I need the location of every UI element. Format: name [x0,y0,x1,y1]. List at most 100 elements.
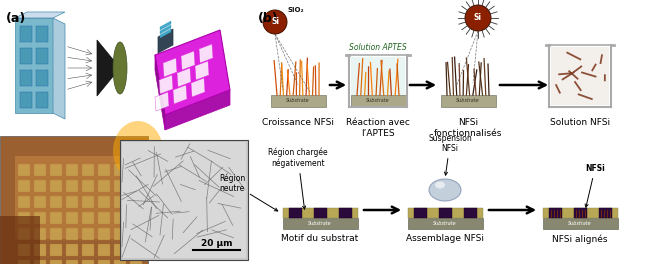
Polygon shape [165,90,230,130]
Bar [82,212,94,224]
Text: Solution NFSi: Solution NFSi [550,118,610,127]
Text: Si: Si [474,13,482,22]
Bar [408,218,483,229]
Bar [408,208,483,218]
Text: Croissance NFSi: Croissance NFSi [262,118,334,127]
Text: Réaction avec
l’APTES: Réaction avec l’APTES [346,118,410,138]
Bar [34,260,46,264]
Bar [551,47,609,105]
Bar [36,70,48,86]
Bar [0,216,40,264]
Polygon shape [160,21,171,30]
Bar [98,196,110,208]
Bar [82,260,94,264]
Bar [50,164,62,176]
Bar [464,208,477,218]
Circle shape [263,10,287,34]
Bar [18,260,30,264]
Polygon shape [159,75,173,94]
Bar [130,212,142,224]
Bar [0,136,148,264]
Text: NFSi: NFSi [585,164,605,207]
Circle shape [465,5,491,31]
Bar [34,164,46,176]
Bar [82,244,94,256]
Bar [66,212,78,224]
Bar [114,164,126,176]
Bar [130,244,142,256]
Bar [114,212,126,224]
Text: Suspension
NFSi: Suspension NFSi [428,134,472,175]
Bar [34,196,46,208]
Polygon shape [181,51,195,70]
Bar [289,208,302,218]
Bar [122,142,246,258]
Bar [98,244,110,256]
Bar [66,228,78,240]
Text: Assemblage NFSi: Assemblage NFSi [406,234,484,243]
Bar [441,95,496,107]
Bar [114,196,126,208]
Text: Substrate: Substrate [456,98,480,103]
Bar [34,180,46,192]
Bar [15,18,53,113]
Text: Région chargée
négativement: Région chargée négativement [268,148,328,209]
Bar [50,180,62,192]
Bar [18,180,30,192]
Bar [439,208,452,218]
Text: Substrate: Substrate [308,221,332,226]
Bar [549,208,562,218]
Bar [114,260,126,264]
Bar [20,48,32,64]
Polygon shape [160,29,171,38]
Bar [18,244,30,256]
Bar [574,208,587,218]
Bar [34,244,46,256]
Bar [120,140,248,260]
Bar [130,260,142,264]
Bar [15,156,128,239]
Text: Substrate: Substrate [568,221,592,226]
Polygon shape [97,40,120,96]
Text: SiO₂: SiO₂ [288,7,305,13]
Bar [66,164,78,176]
Text: (a): (a) [6,12,26,25]
Ellipse shape [113,42,127,94]
Bar [114,244,126,256]
Text: Solution APTES: Solution APTES [349,43,407,52]
Polygon shape [163,58,177,77]
Bar [66,196,78,208]
Bar [339,208,352,218]
Bar [50,196,62,208]
Bar [20,70,32,86]
Bar [98,212,110,224]
Bar [36,92,48,108]
Bar [50,228,62,240]
Bar [34,228,46,240]
Polygon shape [53,18,65,119]
Bar [20,26,32,42]
Polygon shape [15,12,65,18]
Bar [98,260,110,264]
Bar [34,212,46,224]
Text: Région
neutre: Région neutre [219,173,278,211]
Bar [66,260,78,264]
Bar [351,95,406,107]
Bar [66,180,78,192]
Bar [314,208,327,218]
Text: (b): (b) [258,12,278,25]
Ellipse shape [435,182,445,188]
Bar [50,244,62,256]
Bar [98,180,110,192]
Bar [114,180,126,192]
Bar [130,164,142,176]
Polygon shape [158,29,173,53]
Polygon shape [199,44,213,63]
Text: Motif du substrat: Motif du substrat [281,234,358,243]
Text: Si: Si [271,17,279,26]
Bar [271,95,326,107]
Text: Substrate: Substrate [366,98,390,103]
Bar [414,208,427,218]
Text: Substrate: Substrate [287,98,310,103]
Bar [114,228,126,240]
